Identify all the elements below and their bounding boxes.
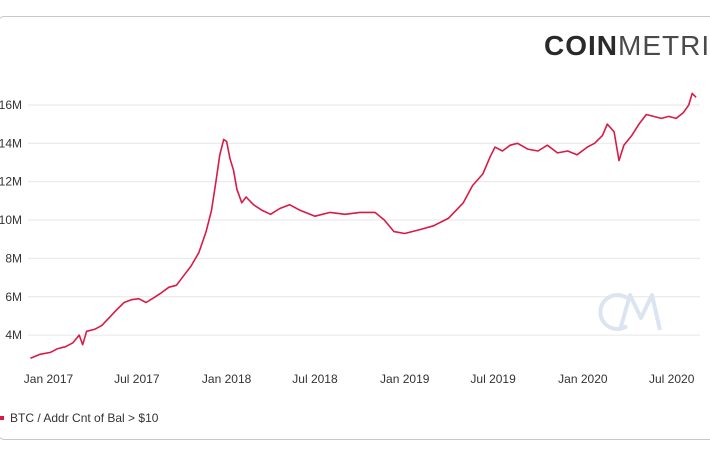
legend-swatch — [0, 416, 4, 420]
series-line-0 — [30, 92, 697, 359]
x-tick-label: Jul 2018 — [292, 372, 338, 386]
watermark-c — [598, 293, 629, 331]
y-tick-label: 6M — [5, 290, 22, 304]
x-tick-label: Jan 2020 — [558, 372, 608, 386]
y-tick-label: 8M — [5, 251, 22, 265]
legend-label: BTC / Addr Cnt of Bal > $10 — [10, 411, 159, 425]
grid-lines — [28, 104, 700, 336]
chart-frame — [0, 16, 710, 440]
x-tick-label: Jan 2017 — [24, 372, 74, 386]
x-tick-label: Jul 2017 — [114, 372, 160, 386]
y-tick-label: 16M — [0, 98, 22, 112]
watermark-m — [618, 293, 662, 331]
x-tick-label: Jul 2019 — [470, 372, 516, 386]
x-tick-label: Jan 2018 — [202, 372, 252, 386]
logo-bold-part: COIN — [544, 30, 618, 61]
x-axis-ticks: Jan 2017 Jul 2017 Jan 2018 Jul 2018 Jan 2019… — [24, 372, 695, 386]
cm-watermark — [598, 293, 662, 331]
y-tick-label: 10M — [0, 213, 22, 227]
y-tick-label: 14M — [0, 136, 22, 150]
y-axis-ticks: 4M 6M 8M 10M 12M 14M 16M — [0, 98, 22, 342]
legend[interactable]: BTC / Addr Cnt of Bal > $10 — [0, 411, 158, 425]
x-tick-label: Jul 2020 — [649, 372, 695, 386]
y-tick-label: 12M — [0, 175, 22, 189]
logo-light-part: METRIC — [618, 30, 710, 61]
y-tick-label: 4M — [5, 328, 22, 342]
x-tick-label: Jan 2019 — [380, 372, 430, 386]
series-layer — [30, 92, 697, 359]
coinmetrics-logo: COINMETRIC — [544, 30, 710, 62]
